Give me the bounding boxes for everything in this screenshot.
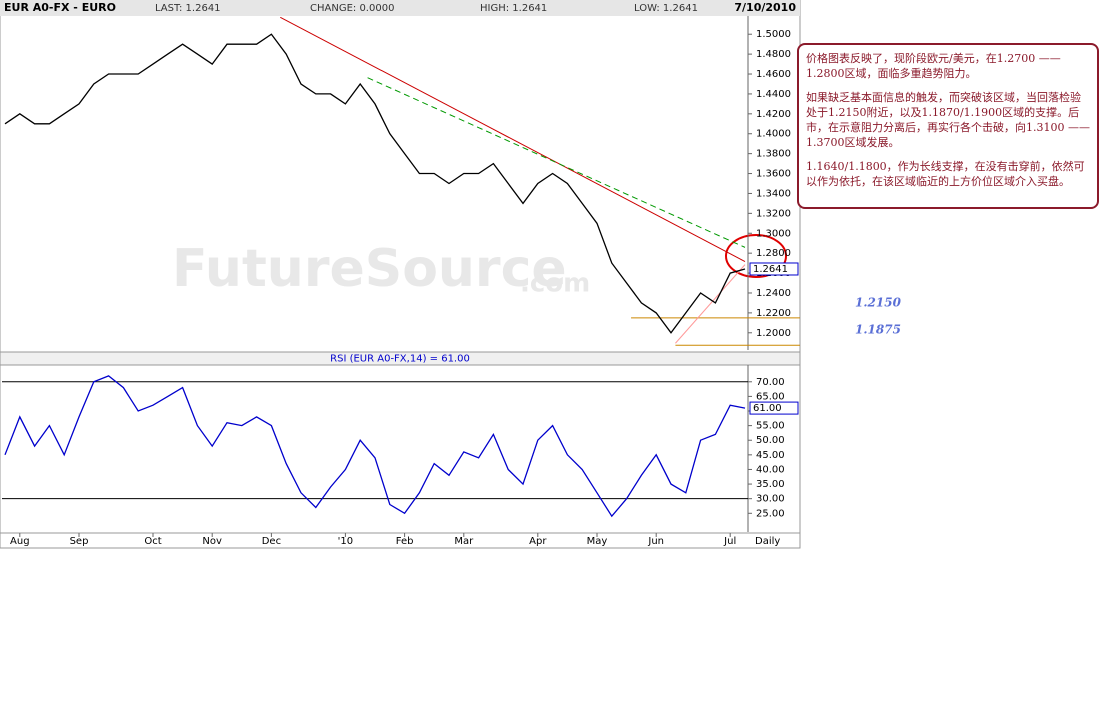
y-tick-label: 1.3000	[756, 228, 791, 239]
x-tick-label: Apr	[529, 536, 547, 547]
y-tick-label: 30.00	[756, 494, 785, 505]
x-tick-label: Jun	[647, 536, 664, 547]
y-tick-label: 1.2200	[756, 308, 791, 319]
y-tick-label: 1.4400	[756, 89, 791, 100]
level-label: 1.1875	[855, 323, 901, 337]
current-label: 1.2641	[753, 264, 788, 275]
y-tick-label: 1.2800	[756, 248, 791, 259]
x-axis-label: Daily	[755, 536, 780, 547]
trend-line	[280, 16, 746, 262]
y-tick-label: 35.00	[756, 479, 785, 490]
level-label: 1.2150	[855, 295, 902, 309]
x-tick-label: Mar	[454, 536, 474, 547]
y-tick-label: 1.3600	[756, 169, 791, 180]
x-tick-label: May	[587, 536, 608, 547]
y-tick-label: 1.5000	[756, 29, 791, 40]
x-tick-label: Feb	[396, 536, 414, 547]
current-box	[749, 262, 799, 276]
watermark: FutureSource	[172, 239, 567, 299]
y-tick-label: 45.00	[756, 450, 785, 461]
change: CHANGE: 0.0000	[310, 3, 394, 14]
y-tick-label: 1.2400	[756, 288, 791, 299]
x-tick-label: Dec	[262, 536, 281, 547]
high: HIGH: 1.2641	[480, 3, 547, 14]
annotation-text: 1.1640/1.1800，作为长线支撑，在没有击穿前，依然可以作为依托，在该区…	[806, 160, 1085, 188]
x-tick-label: Nov	[202, 536, 222, 547]
trend-line	[675, 264, 746, 344]
symbol: EUR A0-FX - EURO	[4, 1, 116, 14]
y-tick-label: 1.2000	[756, 328, 791, 339]
x-tick-label: Sep	[70, 536, 89, 547]
highlight-circle	[725, 234, 787, 278]
current-box	[749, 401, 799, 415]
y-tick-label: 1.4000	[756, 129, 791, 140]
price-line	[4, 375, 746, 518]
annotation-text: 如果缺乏基本面信息的触发，而突破该区域，当回落检验处于1.2150附近，以及1.…	[806, 91, 1090, 149]
rsi-title-bar	[0, 351, 801, 366]
rsi-title: RSI (EUR A0-FX,14) = 61.00	[330, 354, 470, 365]
y-tick-label: 1.3400	[756, 188, 791, 199]
y-tick-label: 1.3200	[756, 208, 791, 219]
date: 7/10/2010	[734, 1, 796, 14]
frame	[0, 0, 801, 549]
annotation-text: 价格图表反映了，现阶段欧元/美元，在1.2700 —— 1.2800区域，面临多…	[806, 52, 1061, 80]
y-tick-label: 1.4600	[756, 69, 791, 80]
y-tick-label: 1.3800	[756, 149, 791, 160]
y-tick-label: 25.00	[756, 508, 785, 519]
annotation-box: 价格图表反映了，现阶段欧元/美元，在1.2700 —— 1.2800区域，面临多…	[797, 43, 1099, 209]
x-tick-label: '10	[338, 536, 353, 547]
watermark-suffix: .com	[520, 269, 590, 299]
last: LAST: 1.2641	[155, 3, 221, 14]
low: LOW: 1.2641	[634, 3, 698, 14]
y-tick-label: 70.00	[756, 377, 785, 388]
y-tick-label: 1.4800	[756, 49, 791, 60]
y-tick-label: 1.4200	[756, 109, 791, 120]
x-tick-label: Aug	[10, 536, 30, 547]
trend-line	[367, 77, 746, 248]
y-tick-label: 50.00	[756, 435, 785, 446]
x-axis-band	[0, 532, 801, 549]
x-tick-label: Oct	[144, 536, 161, 547]
header-bar	[0, 0, 800, 16]
y-tick-label: 55.00	[756, 421, 785, 432]
y-tick-label: 40.00	[756, 464, 785, 475]
current-label: 61.00	[753, 403, 782, 414]
x-tick-label: Jul	[723, 536, 736, 547]
price-line	[4, 33, 746, 334]
y-tick-label: 65.00	[756, 391, 785, 402]
